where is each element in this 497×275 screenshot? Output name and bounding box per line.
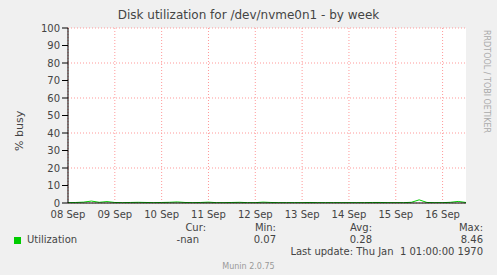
svg-text:10: 10 xyxy=(47,180,60,191)
svg-text:0: 0 xyxy=(54,198,60,209)
svg-text:70: 70 xyxy=(47,75,60,86)
html-text:Cur:: Cur: xyxy=(185,222,206,233)
svg-text:09 Sep: 09 Sep xyxy=(97,209,132,220)
svg-text:11 Sep: 11 Sep xyxy=(191,209,226,220)
html-text:Last update: Thu Jan 1 01:00:0: Last update: Thu Jan 1 01:00:00 1970 xyxy=(290,246,483,257)
svg-text:08 Sep: 08 Sep xyxy=(51,209,86,220)
html-text:0.28: 0.28 xyxy=(349,234,372,245)
svg-text:15 Sep: 15 Sep xyxy=(378,209,413,220)
html-text:% busy: % busy xyxy=(13,110,26,151)
svg-text:12 Sep: 12 Sep xyxy=(238,209,273,220)
svg-text:80: 80 xyxy=(47,58,60,69)
svg-text:14 Sep: 14 Sep xyxy=(332,209,367,220)
html-text:Utilization: Utilization xyxy=(27,234,78,245)
html-text:RRDTOOL / TOBI OETIKER: RRDTOOL / TOBI OETIKER xyxy=(482,30,491,133)
html-text:Max:: Max: xyxy=(459,222,483,233)
html-text:0.07: 0.07 xyxy=(253,234,276,245)
html-text:-nan: -nan xyxy=(176,234,199,245)
svg-text:30: 30 xyxy=(47,145,60,156)
svg-text:40: 40 xyxy=(47,128,60,139)
svg-text:16 Sep: 16 Sep xyxy=(425,209,460,220)
svg-text:13 Sep: 13 Sep xyxy=(285,209,320,220)
svg-text:10 Sep: 10 Sep xyxy=(144,209,179,220)
svg-text:100: 100 xyxy=(41,23,60,34)
svg-text:20: 20 xyxy=(47,163,60,174)
svg-text:90: 90 xyxy=(47,40,60,51)
html-text:Min:: Min: xyxy=(254,222,276,233)
svg-text:50: 50 xyxy=(47,110,60,121)
html-text:Munin 2.0.75: Munin 2.0.75 xyxy=(222,262,275,271)
html-text:Avg:: Avg: xyxy=(350,222,372,233)
html-text:8.46: 8.46 xyxy=(460,234,483,245)
svg-text:60: 60 xyxy=(47,93,60,104)
html-text:Disk utilization for /dev/nvme: Disk utilization for /dev/nvme0n1 - by w… xyxy=(117,8,380,22)
